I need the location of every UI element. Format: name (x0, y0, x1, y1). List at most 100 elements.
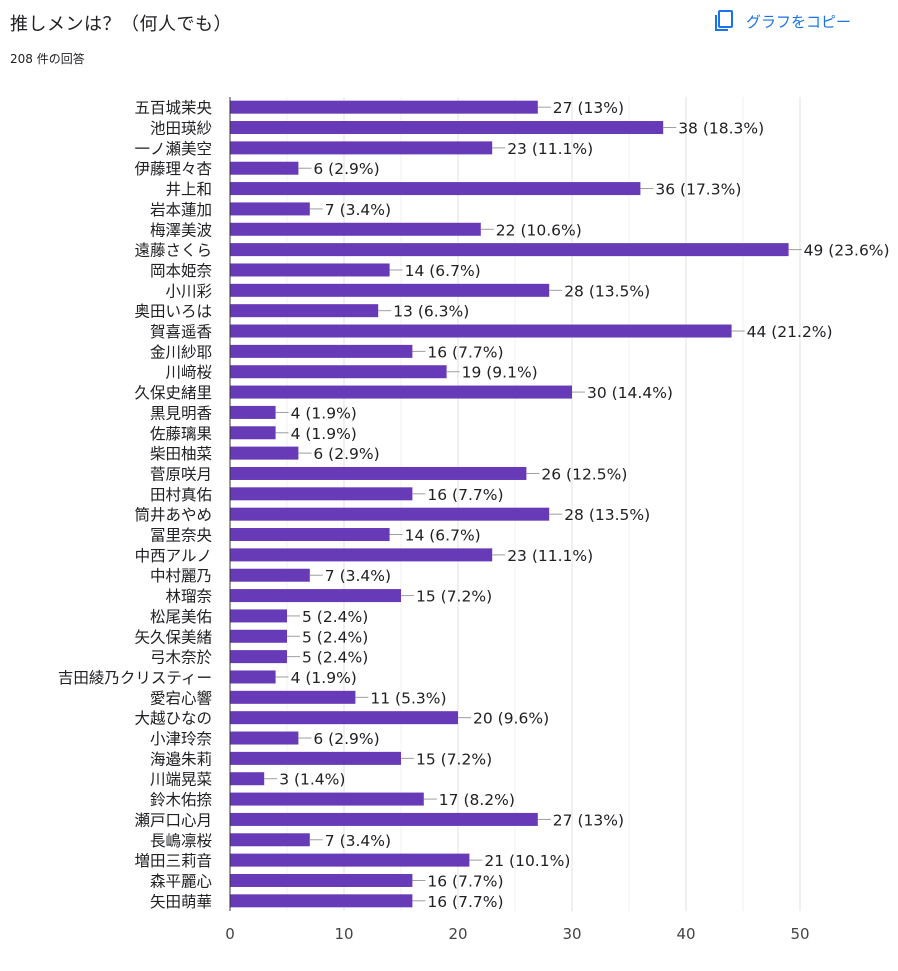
category-label: 森平麗心 (150, 872, 212, 890)
bar (230, 670, 276, 684)
data-label: 16 (7.7%) (427, 893, 503, 911)
category-label: 長嶋凛桜 (150, 831, 212, 850)
data-label: 36 (17.3%) (655, 181, 741, 199)
bar (230, 731, 299, 745)
bar (230, 853, 470, 867)
x-tick-label: 40 (676, 925, 695, 943)
category-label: 小津玲奈 (150, 730, 213, 748)
bar (230, 548, 493, 562)
bar (230, 894, 413, 908)
data-label: 4 (1.9%) (291, 669, 357, 687)
x-tick-label: 20 (448, 925, 467, 943)
category-label: 小川彩 (165, 282, 212, 300)
bar (230, 141, 493, 155)
data-label: 5 (2.4%) (302, 628, 368, 646)
bar (230, 304, 379, 318)
bar (230, 873, 413, 887)
category-label: 川端晃菜 (150, 771, 212, 789)
category-label: 中村麗乃 (150, 567, 212, 585)
category-label: 矢田萌華 (150, 893, 212, 911)
bar (230, 609, 287, 623)
bar (230, 833, 310, 847)
x-tick-label: 30 (562, 925, 581, 943)
category-label: 増田三莉音 (134, 852, 212, 870)
category-label: 大越ひなの (134, 710, 212, 728)
data-label: 11 (5.3%) (370, 689, 446, 707)
data-label: 38 (18.3%) (678, 120, 764, 138)
x-tick-label: 50 (790, 925, 809, 943)
category-label: 梅澤美波 (150, 221, 212, 239)
data-label: 5 (2.4%) (302, 608, 368, 626)
bar (230, 690, 356, 704)
bar (230, 446, 299, 460)
data-label: 5 (2.4%) (302, 649, 368, 667)
bar (230, 243, 789, 257)
category-label: 佐藤璃果 (150, 425, 212, 443)
bar (230, 426, 276, 440)
bar (230, 751, 401, 765)
category-label: 久保史緒里 (134, 384, 212, 402)
category-label: 五百城茉央 (134, 99, 212, 117)
category-label: 田村真佑 (150, 486, 212, 504)
bar (230, 365, 447, 379)
data-label: 6 (2.9%) (313, 730, 379, 748)
bar (230, 283, 550, 297)
data-label: 27 (13%) (553, 811, 624, 829)
chart-question-title: 推しメンは？（何人でも） (10, 14, 232, 35)
bar (230, 324, 732, 338)
data-label: 23 (11.1%) (507, 140, 593, 158)
bar (230, 629, 287, 643)
category-label: 川﨑桜 (165, 364, 212, 382)
category-label: 弓木奈於 (150, 649, 213, 667)
bar (230, 263, 390, 277)
data-label: 20 (9.6%) (473, 710, 549, 728)
bar (230, 507, 550, 521)
data-label: 14 (6.7%) (405, 527, 481, 545)
data-label: 15 (7.2%) (416, 588, 492, 606)
x-tick-label: 10 (334, 925, 353, 943)
bar (230, 772, 265, 786)
bar (230, 528, 390, 542)
bar (230, 161, 299, 175)
data-label: 3 (1.4%) (279, 771, 345, 789)
category-label: 松尾美佑 (150, 608, 212, 626)
category-label: 矢久保美緒 (134, 628, 212, 646)
bar (230, 650, 287, 664)
bar (230, 100, 538, 114)
data-label: 28 (13.5%) (564, 506, 650, 524)
category-label: 筒井あやめ (134, 506, 212, 524)
bar (230, 568, 310, 582)
category-label: 林瑠奈 (165, 588, 212, 606)
bar (230, 589, 401, 603)
category-label: 海邉朱莉 (150, 750, 212, 768)
category-label: 金川紗耶 (150, 343, 212, 361)
copy-icon (715, 10, 733, 31)
category-label: 伊藤理々杏 (134, 160, 212, 178)
data-label: 21 (10.1%) (484, 852, 570, 870)
data-label: 4 (1.9%) (291, 425, 357, 443)
category-label: 遠藤さくら (134, 242, 212, 260)
data-label: 16 (7.7%) (427, 486, 503, 504)
data-label: 27 (13%) (553, 99, 624, 117)
category-label: 菅原咲月 (150, 465, 212, 483)
data-label: 16 (7.7%) (427, 343, 503, 361)
data-label: 28 (13.5%) (564, 282, 650, 300)
category-label: 池田瑛紗 (150, 120, 212, 138)
data-label: 7 (3.4%) (325, 567, 391, 585)
data-label: 14 (6.7%) (405, 262, 481, 280)
copy-chart-button[interactable]: グラフをコピー (714, 10, 851, 32)
category-label: 黒見明香 (150, 404, 212, 422)
data-label: 44 (21.2%) (747, 323, 833, 341)
data-label: 26 (12.5%) (541, 465, 627, 483)
category-label: 一ノ瀬美空 (134, 140, 212, 158)
x-tick-label: 0 (225, 925, 235, 943)
category-label: 愛宕心響 (150, 689, 212, 707)
response-count: 208 件の回答 (10, 52, 85, 66)
bar (230, 812, 538, 826)
bar (230, 792, 424, 806)
data-label: 7 (3.4%) (325, 832, 391, 850)
category-label: 吉田綾乃クリスティー (58, 669, 212, 687)
category-label: 柴田柚菜 (150, 445, 212, 463)
bar (230, 222, 481, 236)
